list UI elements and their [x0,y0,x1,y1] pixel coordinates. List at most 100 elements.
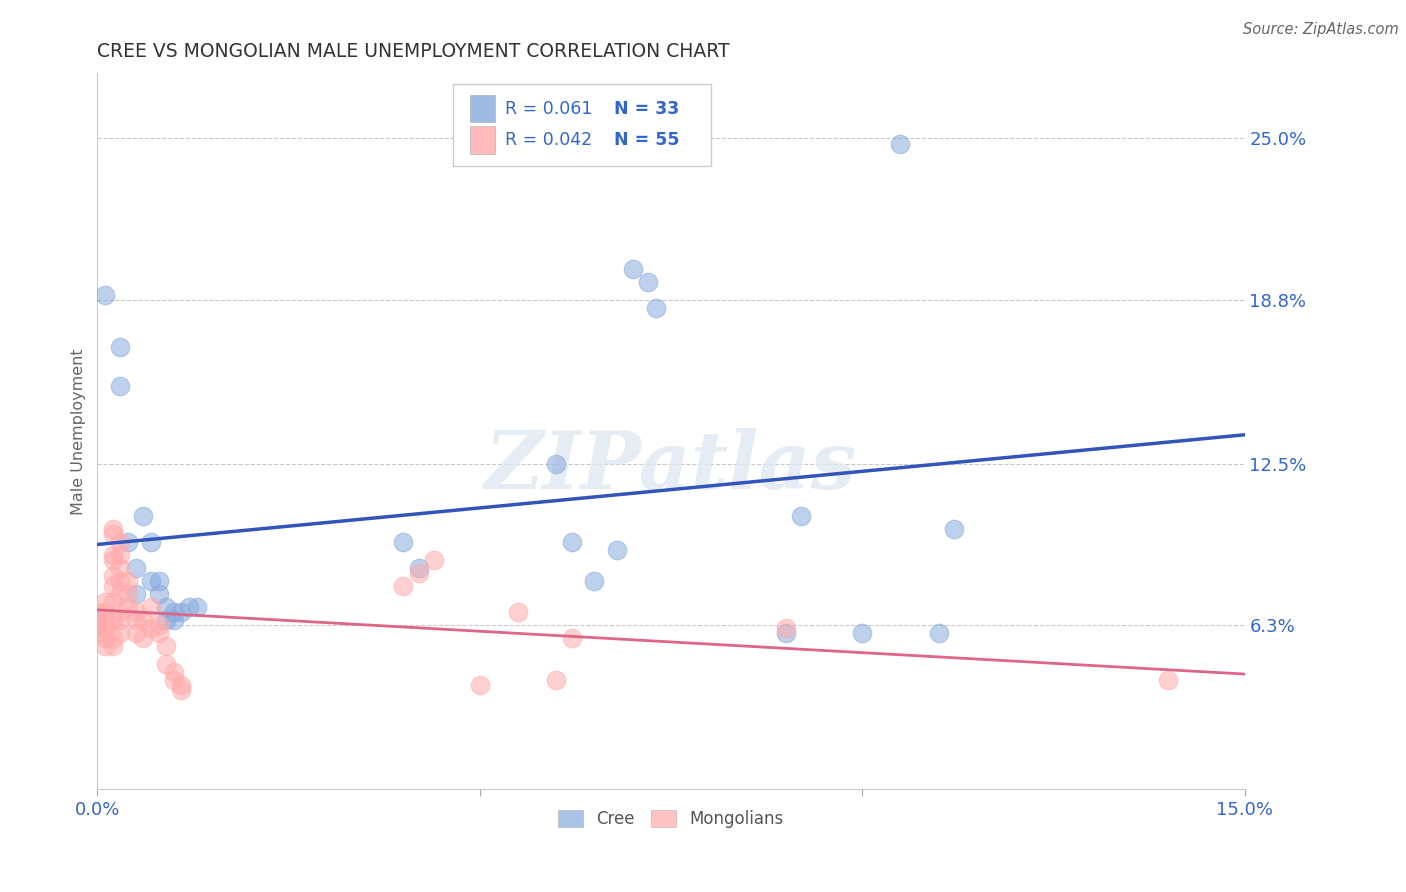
Point [124,613,146,627]
Point [110,605,132,619]
FancyBboxPatch shape [470,95,495,122]
Point [148,618,170,632]
Point [117,535,139,549]
Point [94,605,117,619]
Point [408,566,430,581]
Point [928,626,950,640]
Point [1157,673,1180,687]
Point [132,613,155,627]
Point [101,548,124,562]
FancyBboxPatch shape [453,84,711,167]
Point [101,527,124,541]
Point [163,613,186,627]
Point [408,561,430,575]
Point [124,626,146,640]
Point [101,579,124,593]
Point [110,613,132,627]
Point [117,587,139,601]
Point [132,632,155,646]
Point [170,678,193,692]
FancyBboxPatch shape [470,127,495,153]
Point [86,605,108,619]
Point [110,378,132,392]
Point [124,605,146,619]
Point [170,605,193,619]
Point [155,600,177,615]
Point [546,673,568,687]
Point [392,535,415,549]
Point [110,548,132,562]
Point [583,574,606,588]
Point [148,574,170,588]
Point [889,136,911,151]
Point [560,632,582,646]
Point [94,621,117,635]
Point [101,595,124,609]
Point [621,261,644,276]
Point [101,553,124,567]
Point [86,618,108,632]
Point [139,621,162,635]
Legend: Cree, Mongolians: Cree, Mongolians [551,803,790,835]
Point [101,639,124,653]
Point [775,621,797,635]
Point [94,639,117,653]
Point [506,605,529,619]
Point [148,587,170,601]
Point [101,632,124,646]
Point [110,626,132,640]
Point [124,561,146,575]
Point [132,508,155,523]
Point [546,457,568,471]
Point [117,574,139,588]
Point [851,626,873,640]
Point [163,665,186,679]
Point [110,535,132,549]
Point [392,579,415,593]
Text: R = 0.042: R = 0.042 [505,131,592,149]
Point [110,340,132,354]
Text: CREE VS MONGOLIAN MALE UNEMPLOYMENT CORRELATION CHART: CREE VS MONGOLIAN MALE UNEMPLOYMENT CORR… [97,42,730,61]
Point [94,595,117,609]
Point [101,613,124,627]
Point [560,535,582,549]
Point [139,600,162,615]
Point [94,613,117,627]
Point [139,574,162,588]
Text: N = 55: N = 55 [613,131,679,149]
Text: ZIPatlas: ZIPatlas [485,428,858,506]
Point [606,542,628,557]
Text: R = 0.061: R = 0.061 [505,100,592,118]
Point [170,683,193,698]
Point [163,605,186,619]
Point [110,561,132,575]
Point [110,587,132,601]
Point [942,522,965,536]
Point [155,639,177,653]
Point [775,626,797,640]
Text: Source: ZipAtlas.com: Source: ZipAtlas.com [1243,22,1399,37]
Point [644,301,666,315]
Point [186,600,208,615]
Point [94,287,117,301]
Point [468,678,491,692]
Point [94,632,117,646]
Point [86,626,108,640]
Point [101,568,124,582]
Point [139,535,162,549]
Text: N = 33: N = 33 [613,100,679,118]
Point [179,600,201,615]
Point [637,275,659,289]
Point [155,613,177,627]
Point [790,508,813,523]
Point [163,673,186,687]
Y-axis label: Male Unemployment: Male Unemployment [72,348,86,515]
Point [148,626,170,640]
Point [110,574,132,588]
Point [117,600,139,615]
Point [86,613,108,627]
Point [155,657,177,672]
Point [101,522,124,536]
Point [124,587,146,601]
Point [423,553,446,567]
